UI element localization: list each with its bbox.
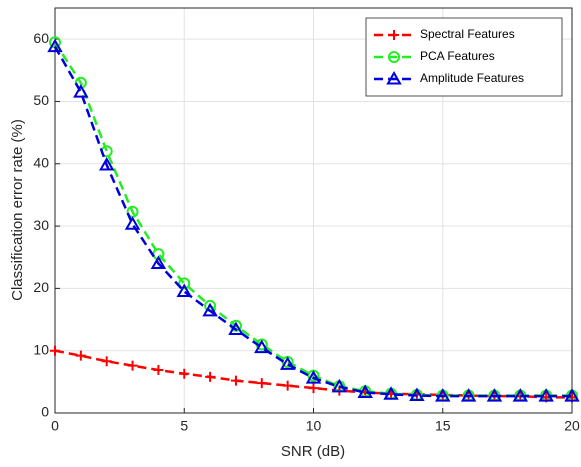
legend-label: Amplitude Features xyxy=(420,71,524,85)
y-tick-label: 50 xyxy=(33,92,49,108)
series-line xyxy=(54,349,572,399)
marker xyxy=(486,388,503,402)
marker xyxy=(127,360,138,371)
legend: Spectral Features PCA Features Amplitude F… xyxy=(365,17,563,97)
marker xyxy=(512,388,529,402)
marker xyxy=(73,84,89,98)
y-tick-label: 20 xyxy=(33,279,49,295)
y-tick-label: 0 xyxy=(41,404,49,420)
legend-marker xyxy=(389,30,399,40)
marker xyxy=(254,339,270,354)
marker xyxy=(153,365,164,376)
legend-label: Spectral Features xyxy=(420,27,515,41)
marker xyxy=(176,283,192,297)
x-tick-label: 15 xyxy=(435,418,451,434)
axes-box xyxy=(54,7,573,414)
marker xyxy=(282,380,293,391)
marker xyxy=(75,350,86,361)
y-axis-label: Classification error rate (%) xyxy=(9,119,26,301)
marker xyxy=(205,371,216,382)
y-tick-label: 30 xyxy=(33,217,49,233)
marker xyxy=(279,356,296,370)
marker xyxy=(564,388,580,402)
marker xyxy=(228,321,244,336)
x-axis-label: SNR (dB) xyxy=(281,443,345,460)
y-tick-label: 10 xyxy=(33,341,49,357)
marker xyxy=(47,38,63,53)
marker xyxy=(202,302,218,317)
x-tick-label: 0 xyxy=(51,418,59,434)
marker xyxy=(178,277,191,290)
marker xyxy=(308,383,319,394)
marker xyxy=(150,255,167,269)
legend-label: PCA Features xyxy=(420,49,495,63)
x-tick-label: 5 xyxy=(180,418,188,434)
marker xyxy=(256,378,267,389)
y-tick-label: 60 xyxy=(33,30,49,46)
marker xyxy=(460,388,477,402)
marker xyxy=(50,345,60,356)
legend-marker xyxy=(388,51,400,63)
marker xyxy=(98,156,115,171)
y-tick-label: 40 xyxy=(33,154,49,170)
marker xyxy=(331,378,348,393)
x-tick-label: 10 xyxy=(306,418,322,434)
marker xyxy=(409,387,425,402)
marker xyxy=(230,375,241,386)
series-line xyxy=(53,46,572,398)
marker xyxy=(101,356,112,367)
legend-marker xyxy=(386,70,402,85)
marker xyxy=(357,384,373,398)
marker xyxy=(383,386,399,400)
marker xyxy=(179,368,190,379)
marker xyxy=(124,216,141,230)
marker xyxy=(305,370,322,384)
marker xyxy=(435,388,451,402)
x-tick-label: 20 xyxy=(564,418,580,434)
marker xyxy=(538,388,554,402)
